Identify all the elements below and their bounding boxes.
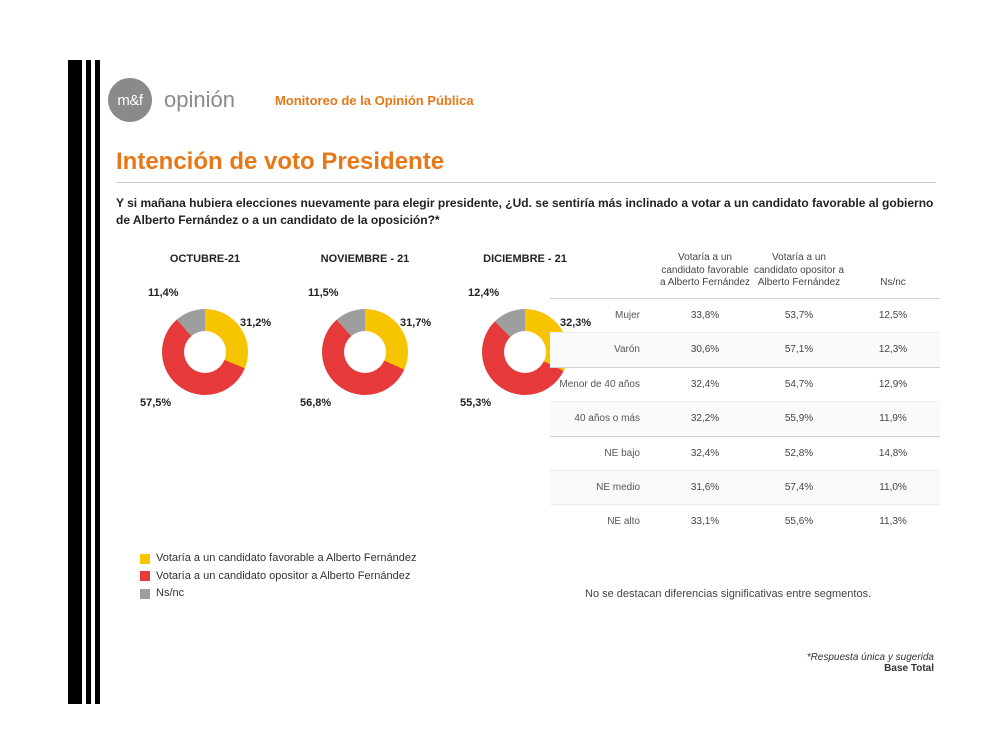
table-block: Menor de 40 años32,4%54,7%12,9%40 años o… (550, 367, 940, 436)
page-title: Intención de voto Presidente (116, 148, 936, 183)
value-label-opositor: 57,5% (140, 397, 171, 409)
value-label-nsnc: 12,4% (468, 287, 499, 299)
logo-text: opinión (164, 87, 235, 113)
cell-value: 55,9% (752, 413, 846, 424)
cell-value: 54,7% (752, 379, 846, 390)
table-header: Votaría a un candidato favorable a Alber… (550, 252, 940, 298)
cell-value: 53,7% (752, 310, 846, 321)
donut-chart: OCTUBRE-21 11,4% 31,2% 57,5% (140, 253, 270, 413)
footer-notes: *Respuesta única y sugerida Base Total (807, 652, 934, 674)
legend-item-nsnc: Ns/nc (140, 585, 417, 603)
donut-wrap: 11,4%31,2%57,5% (140, 293, 270, 413)
cell-value: 33,1% (658, 516, 752, 527)
value-label-opositor: 55,3% (460, 397, 491, 409)
row-label: NE bajo (550, 448, 658, 459)
table-row: Mujer33,8%53,7%12,5% (550, 299, 940, 333)
value-label-nsnc: 11,5% (308, 287, 339, 299)
swatch-icon (140, 554, 150, 564)
cell-value: 32,4% (658, 448, 752, 459)
value-label-favorable: 31,7% (400, 317, 431, 329)
cell-value: 12,5% (846, 310, 940, 321)
stripe (68, 60, 82, 704)
header: m&f opinión Monitoreo de la Opinión Públ… (108, 78, 474, 122)
table-row: Varón30,6%57,1%12,3% (550, 333, 940, 367)
stripe (95, 60, 100, 704)
row-label: NE alto (550, 516, 658, 527)
decorative-stripes (68, 60, 100, 704)
segments-table: Votaría a un candidato favorable a Alber… (550, 252, 940, 539)
table-note: No se destacan diferencias significativa… (585, 588, 871, 600)
cell-value: 57,4% (752, 482, 846, 493)
donut-charts-row: OCTUBRE-21 11,4% 31,2% 57,5% NOVIEMBRE - 21 1… (140, 253, 590, 413)
cell-value: 33,8% (658, 310, 752, 321)
legend-label: Votaría a un candidato opositor a Albert… (156, 568, 410, 586)
table-row: NE medio31,6%57,4%11,0% (550, 471, 940, 505)
cell-value: 11,3% (846, 516, 940, 527)
cell-value: 31,6% (658, 482, 752, 493)
value-label-nsnc: 11,4% (148, 287, 179, 299)
cell-value: 30,6% (658, 344, 752, 355)
cell-value: 12,3% (846, 344, 940, 355)
swatch-icon (140, 589, 150, 599)
footnote-line: Base Total (807, 663, 934, 674)
stripe (86, 60, 91, 704)
table-block: NE bajo32,4%52,8%14,8%NE medio31,6%57,4%… (550, 436, 940, 539)
row-label: Varón (550, 344, 658, 355)
donut-hole (344, 331, 386, 373)
header-tagline: Monitoreo de la Opinión Pública (275, 93, 474, 108)
donut-chart: NOVIEMBRE - 21 11,5% 31,7% 56,8% (300, 253, 430, 413)
chart-month-label: OCTUBRE-21 (170, 253, 240, 265)
cell-value: 57,1% (752, 344, 846, 355)
cell-value: 52,8% (752, 448, 846, 459)
row-label: 40 años o más (550, 413, 658, 424)
table-row: Menor de 40 años32,4%54,7%12,9% (550, 368, 940, 402)
logo-mark: m&f (108, 78, 152, 122)
legend-item-opositor: Votaría a un candidato opositor a Albert… (140, 568, 417, 586)
cell-value: 11,9% (846, 413, 940, 424)
cell-value: 14,8% (846, 448, 940, 459)
table-row: NE bajo32,4%52,8%14,8% (550, 437, 940, 471)
col-header: Votaría a un candidato favorable a Alber… (658, 252, 752, 290)
cell-value: 12,9% (846, 379, 940, 390)
row-label: Mujer (550, 310, 658, 321)
donut-wrap: 11,5%31,7%56,8% (300, 293, 430, 413)
row-label: NE medio (550, 482, 658, 493)
donut-hole (504, 331, 546, 373)
row-label: Menor de 40 años (550, 379, 658, 390)
value-label-favorable: 31,2% (240, 317, 271, 329)
col-header: Ns/nc (846, 277, 940, 290)
survey-question: Y si mañana hubiera elecciones nuevament… (116, 195, 936, 230)
cell-value: 55,6% (752, 516, 846, 527)
col-header: Votaría a un candidato opositor a Albert… (752, 252, 846, 290)
chart-month-label: NOVIEMBRE - 21 (321, 253, 410, 265)
table-row: NE alto33,1%55,6%11,3% (550, 505, 940, 539)
value-label-opositor: 56,8% (300, 397, 331, 409)
footnote-line: *Respuesta única y sugerida (807, 652, 934, 663)
legend-label: Ns/nc (156, 585, 184, 603)
swatch-icon (140, 571, 150, 581)
legend-item-favorable: Votaría a un candidato favorable a Alber… (140, 550, 417, 568)
donut-hole (184, 331, 226, 373)
legend-label: Votaría a un candidato favorable a Alber… (156, 550, 417, 568)
cell-value: 32,4% (658, 379, 752, 390)
cell-value: 32,2% (658, 413, 752, 424)
table-row: 40 años o más32,2%55,9%11,9% (550, 402, 940, 436)
cell-value: 11,0% (846, 482, 940, 493)
table-block: Mujer33,8%53,7%12,5%Varón30,6%57,1%12,3% (550, 298, 940, 367)
chart-legend: Votaría a un candidato favorable a Alber… (140, 550, 417, 603)
